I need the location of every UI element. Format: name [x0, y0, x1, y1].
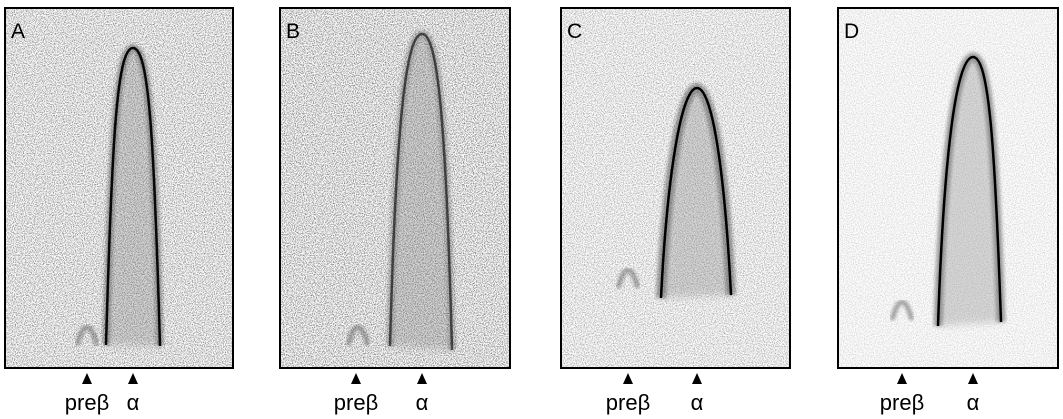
panel-letter: A	[11, 20, 25, 43]
marker-label: preβ	[880, 390, 924, 415]
marker-arrow	[351, 373, 361, 384]
marker-arrow	[968, 373, 978, 384]
marker-arrow	[128, 373, 138, 384]
panel-border	[4, 7, 234, 369]
marker-label: preβ	[65, 390, 109, 415]
panel-letter: B	[286, 20, 300, 43]
arch-line	[659, 86, 733, 299]
marker-label: α	[691, 390, 704, 415]
marker-label: preβ	[334, 390, 378, 415]
prebeta-spot	[889, 299, 915, 321]
arch-line	[388, 32, 454, 351]
arch-haze	[390, 34, 452, 350]
panel-border	[837, 7, 1059, 369]
arch-haze	[106, 48, 160, 346]
panel-letter: D	[844, 20, 859, 43]
marker-label: α	[967, 390, 980, 415]
prebeta-spot	[615, 267, 641, 289]
prebeta-spot	[74, 324, 100, 346]
marker-label: preβ	[606, 390, 650, 415]
arch-line	[936, 55, 1003, 327]
marker-arrow	[82, 373, 92, 384]
marker-arrow	[692, 373, 702, 384]
marker-arrow	[897, 373, 907, 384]
prebeta-spot	[345, 324, 371, 346]
marker-arrow	[623, 373, 633, 384]
marker-arrow	[417, 373, 427, 384]
panel-border	[560, 7, 791, 369]
marker-label: α	[127, 390, 140, 415]
marker-label: α	[416, 390, 429, 415]
panel-letter: C	[567, 20, 582, 43]
arch-line	[104, 46, 162, 347]
panel-border	[279, 7, 511, 369]
